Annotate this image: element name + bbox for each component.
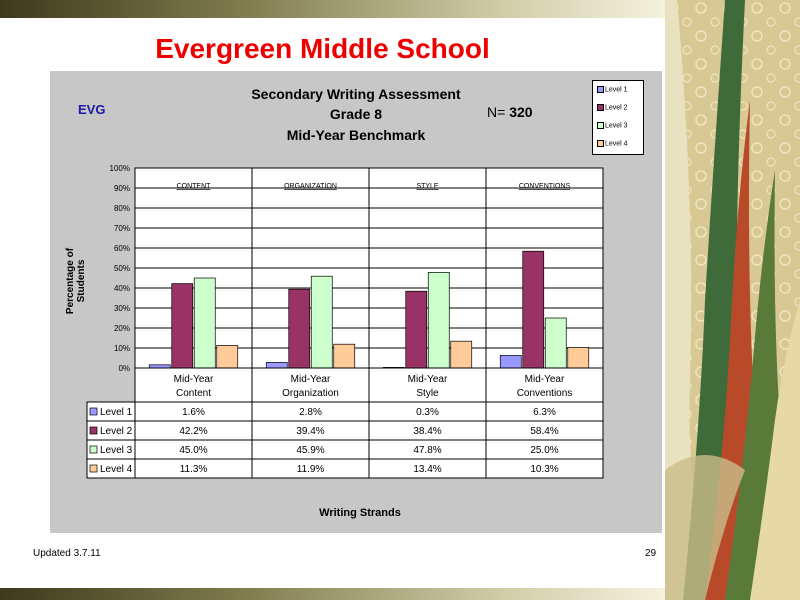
category-label: Mid-Year xyxy=(291,374,331,385)
y-tick-label: 30% xyxy=(114,304,130,313)
bar-level-3 xyxy=(310,275,333,369)
table-legend-key xyxy=(89,426,98,435)
category-label: Content xyxy=(176,388,211,399)
table-row-label: Level 1 xyxy=(100,407,133,418)
table-row-label: Level 3 xyxy=(100,445,133,456)
table-value: 10.3% xyxy=(530,464,558,475)
school-title: Evergreen Middle School xyxy=(155,33,490,64)
table-value: 11.3% xyxy=(180,464,208,475)
table-value: 45.9% xyxy=(296,445,324,456)
sample-size-prefix: N= xyxy=(487,104,506,120)
chart-title-line2: Grade 8 xyxy=(329,106,383,122)
category-label: Mid-Year xyxy=(408,374,448,385)
table-legend-key xyxy=(89,464,98,473)
table-legend-key xyxy=(89,407,98,416)
y-tick-label: 0% xyxy=(118,364,130,373)
category-label: Organization xyxy=(282,388,339,399)
bar-level-1 xyxy=(265,362,288,369)
y-tick-label: 10% xyxy=(114,344,130,353)
legend-label: Level 1 xyxy=(605,86,628,94)
school-code: EVG xyxy=(78,102,106,117)
legend-item-level-1: Level 1 xyxy=(597,86,628,93)
bar-level-4 xyxy=(333,343,356,369)
table-value: 45.0% xyxy=(179,445,207,456)
table-value: 6.3% xyxy=(533,407,556,418)
strand-header: CONVENTIONS xyxy=(519,183,571,190)
y-tick-label: 50% xyxy=(114,264,130,273)
legend-item-level-3: Level 3 xyxy=(597,122,628,129)
strand-header: STYLE xyxy=(416,183,439,190)
bottom-decorative-bar xyxy=(0,588,668,600)
bar-level-1 xyxy=(499,355,522,369)
y-tick-label: 40% xyxy=(114,284,130,293)
bar-chart-plot: 0% 10% 20% 30% 40% 50% 60% 70% 80% 90% 100% CONTENT… xyxy=(86,164,604,479)
sample-size: N= 320 xyxy=(487,104,533,120)
bar-level-2 xyxy=(522,250,545,369)
bar-level-2 xyxy=(405,290,428,369)
table-row-label: Level 4 xyxy=(100,464,133,475)
y-tick-label: 80% xyxy=(114,204,130,213)
chart-title-line3: Mid-Year Benchmark xyxy=(286,127,426,143)
y-tick-label: 20% xyxy=(114,324,130,333)
y-tick-label: 70% xyxy=(114,224,130,233)
legend-item-level-4: Level 4 xyxy=(597,140,628,147)
table-legend-key xyxy=(89,445,98,454)
table-value: 47.8% xyxy=(413,445,441,456)
bar-level-3 xyxy=(427,272,450,369)
strand-header: ORGANIZATION xyxy=(284,183,337,190)
y-tick-label: 100% xyxy=(110,164,130,173)
legend-swatch xyxy=(597,104,604,111)
category-label: Style xyxy=(416,388,439,399)
decorative-pattern xyxy=(665,0,800,600)
table-value: 39.4% xyxy=(296,426,324,437)
table-value: 1.6% xyxy=(182,407,205,418)
legend-swatch xyxy=(597,122,604,129)
table-value: 11.9% xyxy=(297,464,325,475)
x-axis-label: Writing Strands xyxy=(319,507,401,519)
legend-label: Level 2 xyxy=(605,104,628,112)
bar-level-2 xyxy=(288,288,311,369)
table-value: 0.3% xyxy=(416,407,439,418)
category-label: Conventions xyxy=(517,388,573,399)
chart-legend: Level 1 Level 2 Level 3 Level 4 xyxy=(592,80,644,155)
y-tick-label: 90% xyxy=(114,184,130,193)
table-value: 38.4% xyxy=(413,426,441,437)
legend-label: Level 4 xyxy=(605,140,628,148)
table-value: 13.4% xyxy=(413,464,441,475)
updated-note: Updated 3.7.11 xyxy=(33,548,101,559)
bar-level-4 xyxy=(216,345,239,369)
decorative-side-panel xyxy=(665,0,800,600)
table-value: 2.8% xyxy=(299,407,322,418)
bar-level-2 xyxy=(171,283,194,369)
table-row-label: Level 2 xyxy=(100,426,133,437)
sample-size-value: 320 xyxy=(509,104,533,120)
bar-level-3 xyxy=(193,277,216,369)
legend-swatch xyxy=(597,140,604,147)
chart-title-line1: Secondary Writing Assessment xyxy=(251,86,461,102)
category-label: Mid-Year xyxy=(525,374,565,385)
legend-swatch xyxy=(597,86,604,93)
top-decorative-bar xyxy=(0,0,668,18)
bar-level-3 xyxy=(544,317,567,369)
table-value: 25.0% xyxy=(530,445,558,456)
page-number: 29 xyxy=(645,548,657,559)
table-value: 58.4% xyxy=(530,426,558,437)
bar-level-4 xyxy=(450,340,473,369)
legend-item-level-2: Level 2 xyxy=(597,104,628,111)
strand-header: CONTENT xyxy=(177,183,212,190)
y-tick-label: 60% xyxy=(114,244,130,253)
legend-label: Level 3 xyxy=(605,122,628,130)
bar-level-4 xyxy=(567,347,590,369)
table-value: 42.2% xyxy=(179,426,207,437)
category-label: Mid-Year xyxy=(174,374,214,385)
